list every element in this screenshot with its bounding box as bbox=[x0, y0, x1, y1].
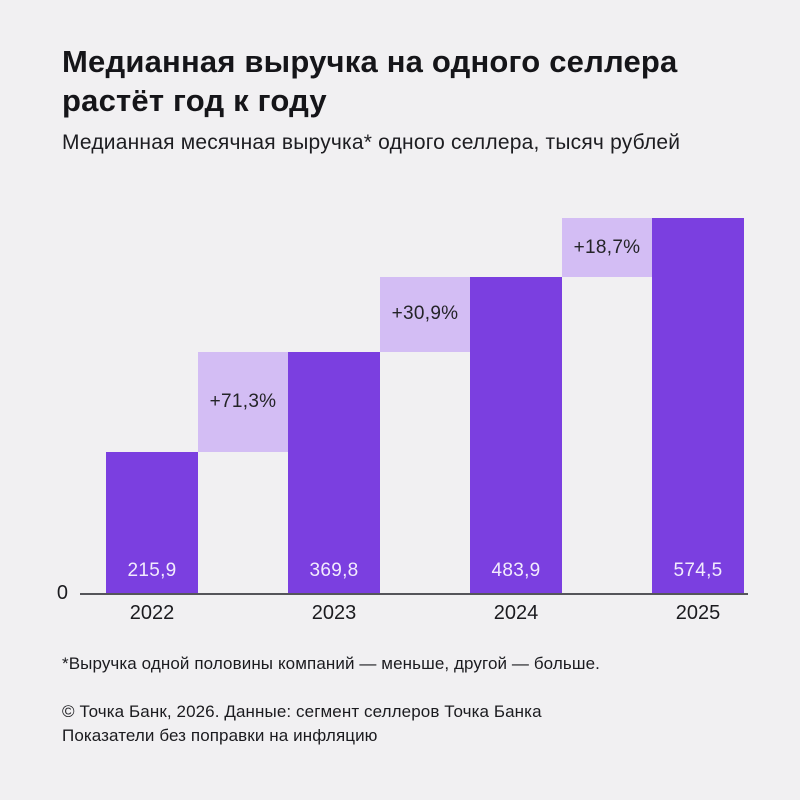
chart-title-line-2: растёт год к году bbox=[62, 83, 327, 118]
x-tick-label-2022: 2022 bbox=[129, 602, 175, 624]
chart-subtitle: Медианная месячная выручка* одного селле… bbox=[62, 131, 681, 154]
bar-value-label: 574,5 bbox=[673, 560, 723, 581]
chart-title-line-1: Медианная выручка на одного селлера bbox=[62, 44, 678, 79]
growth-label: +30,9% bbox=[391, 303, 459, 325]
source-line-2: Показатели без поправки на инфляцию bbox=[62, 726, 378, 745]
bar-value-label: 215,9 bbox=[127, 559, 177, 581]
bar-2022: 215,9 bbox=[106, 452, 198, 593]
growth-box-2023: +71,3% bbox=[198, 351, 288, 453]
x-tick-label-2024: 2024 bbox=[493, 602, 539, 624]
growth-label: +71,3% bbox=[209, 390, 277, 412]
source-line-1: © Точка Банк, 2026. Данные: сегмент селл… bbox=[62, 702, 542, 721]
x-tick-label-2025: 2025 bbox=[675, 602, 721, 624]
bar-2023: 369,8 bbox=[288, 351, 380, 593]
bar-value-label: 369,8 bbox=[309, 559, 359, 581]
bar-value-label: 483,9 bbox=[491, 559, 541, 581]
bar-2024: 483,9 bbox=[470, 277, 562, 593]
growth-box-2025: +18,7% bbox=[562, 218, 652, 278]
x-tick-label-2023: 2023 bbox=[311, 602, 357, 624]
chart-title: Медианная выручка на одного селлера раст… bbox=[62, 42, 752, 120]
growth-label: +18,7% bbox=[573, 236, 641, 258]
y-axis-zero-label: 0 bbox=[56, 582, 68, 604]
footnote: *Выручка одной половины компаний — меньш… bbox=[62, 654, 600, 673]
bar-2025: 574,5 bbox=[652, 218, 744, 593]
x-axis-line bbox=[80, 593, 748, 595]
growth-box-2024: +30,9% bbox=[380, 277, 470, 352]
